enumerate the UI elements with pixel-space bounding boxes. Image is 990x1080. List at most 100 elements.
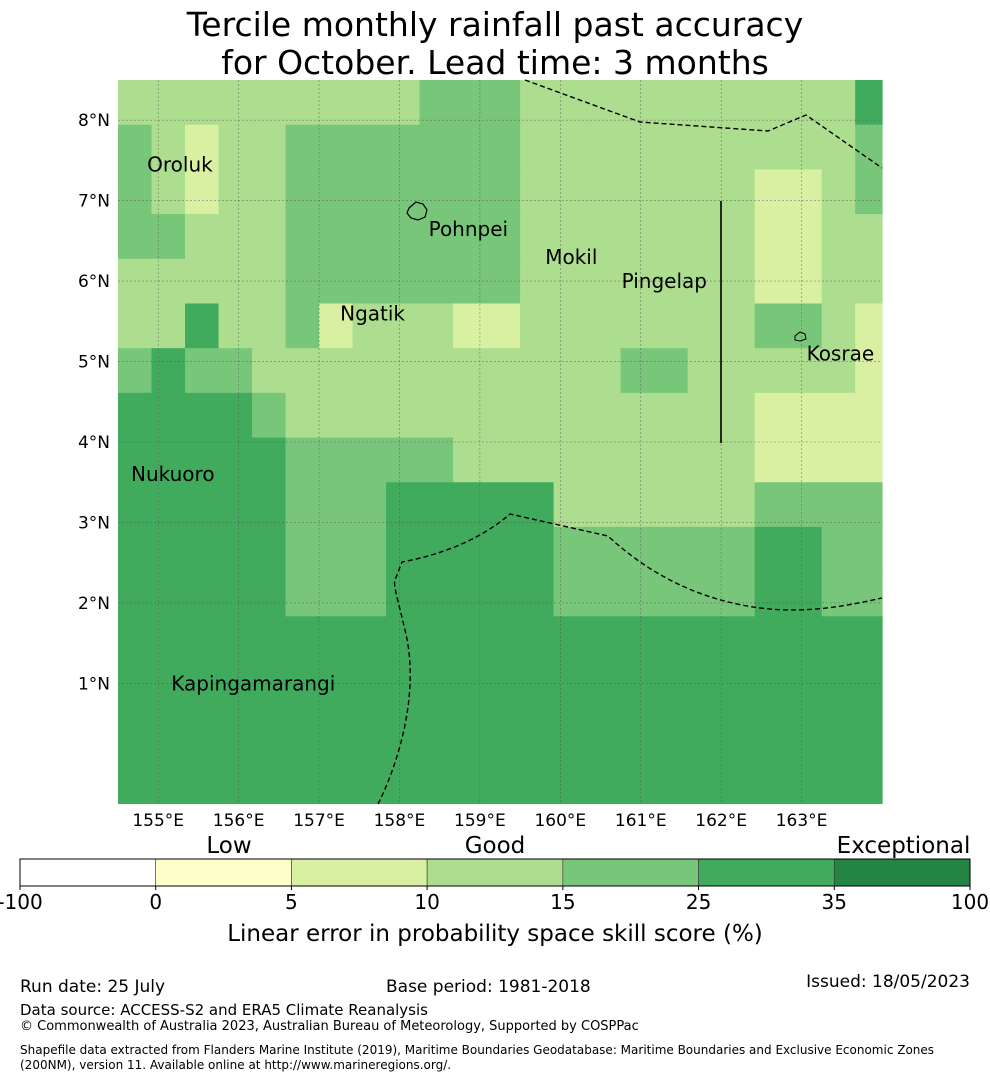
skill-cell — [587, 169, 622, 215]
skill-cell — [587, 214, 622, 260]
skill-cell — [654, 214, 689, 260]
place-labels: Oroluk Pohnpei Mokil Pingelap Ngatik Kosrae Nu… — [131, 152, 874, 695]
colorbar-bin — [155, 858, 292, 887]
skill-cell — [754, 348, 789, 394]
skill-cell — [453, 80, 488, 126]
skill-cell — [520, 392, 555, 439]
x-axis: 155°E 156°E 157°E 158°E 159°E 160°E 161°E 162°E… — [132, 811, 827, 831]
skill-grid — [118, 80, 883, 804]
skill-cell — [453, 258, 488, 305]
skill-cell — [252, 169, 287, 215]
skill-cell — [151, 616, 186, 662]
skill-cell — [687, 616, 722, 662]
skill-cell — [553, 661, 588, 804]
skill-cell — [486, 571, 521, 617]
skill-cell — [319, 392, 354, 439]
skill-cell — [687, 169, 722, 215]
skill-cell — [855, 392, 883, 439]
skill-cell — [855, 169, 883, 215]
skill-cell — [285, 303, 320, 349]
colorbar-bin — [833, 858, 971, 887]
skill-cell — [319, 526, 354, 573]
skill-cell — [620, 214, 655, 260]
skill-cell — [855, 258, 883, 305]
skill-cell — [654, 661, 689, 804]
skill-cell — [855, 80, 883, 126]
skill-cell — [587, 348, 622, 394]
skill-cell — [821, 571, 856, 617]
skill-cell — [386, 392, 421, 439]
skill-cell — [118, 303, 153, 349]
skill-cell — [721, 526, 756, 573]
skill-cell — [218, 616, 253, 662]
skill-cell — [319, 571, 354, 617]
issued-date: Issued: 18/05/2023 — [806, 972, 970, 992]
skill-cell — [352, 571, 387, 617]
skill-cell — [252, 526, 287, 573]
skill-cell — [419, 303, 454, 349]
skill-cell — [185, 258, 220, 305]
colorbar-tick-label: 100 — [951, 890, 989, 914]
colorbar-tick-label: 5 — [285, 890, 298, 914]
skill-cell — [151, 526, 186, 573]
skill-cell — [687, 124, 722, 170]
skill-cell — [553, 526, 588, 573]
skill-cell — [218, 437, 253, 483]
skill-cell — [419, 169, 454, 215]
skill-cell — [553, 482, 588, 528]
skill-cell — [118, 482, 153, 528]
skill-cell — [486, 214, 521, 260]
skill-cell — [151, 437, 186, 483]
map-title: Tercile monthly rainfall past accuracy f… — [0, 6, 990, 82]
skill-cell — [285, 482, 320, 528]
skill-cell — [486, 169, 521, 215]
skill-cell — [721, 169, 756, 215]
skill-cell — [252, 571, 287, 617]
skill-cell — [453, 437, 488, 483]
skill-cell — [654, 526, 689, 573]
skill-cell — [419, 571, 454, 617]
skill-cell — [218, 482, 253, 528]
x-tick-label: 163°E — [776, 811, 828, 831]
skill-cell — [151, 392, 186, 439]
skill-cell — [855, 661, 883, 804]
skill-cell — [587, 437, 622, 483]
skill-cell — [419, 437, 454, 483]
skill-cell — [252, 392, 287, 439]
skill-cell — [419, 80, 454, 126]
x-tick-label: 160°E — [534, 811, 586, 831]
skill-cell — [553, 214, 588, 260]
colorbar-tick-label: 35 — [822, 890, 847, 914]
y-tick-label: 3°N — [78, 513, 110, 533]
skill-cell — [587, 482, 622, 528]
skill-cell — [721, 303, 756, 349]
skill-cell — [118, 571, 153, 617]
colorbar-category-label: Good — [465, 833, 526, 859]
skill-cell — [252, 482, 287, 528]
skill-cell — [352, 303, 387, 349]
skill-cell — [118, 661, 153, 804]
skill-cell — [520, 616, 555, 662]
skill-cell — [352, 80, 387, 126]
x-tick-label: 155°E — [132, 811, 184, 831]
skill-cell — [386, 437, 421, 483]
skill-cell — [721, 80, 756, 126]
skill-cell — [419, 661, 454, 804]
skill-cell — [319, 214, 354, 260]
skill-cell — [620, 437, 655, 483]
skill-cell — [620, 80, 655, 126]
skill-cell — [821, 258, 856, 305]
skill-cell — [620, 526, 655, 573]
skill-cell — [721, 124, 756, 170]
skill-cell — [788, 80, 823, 126]
skill-cell — [352, 437, 387, 483]
skill-cell — [821, 124, 856, 170]
skill-cell — [419, 482, 454, 528]
x-tick-label: 162°E — [695, 811, 747, 831]
skill-cell — [553, 392, 588, 439]
skill-cell — [453, 169, 488, 215]
skill-cell — [185, 661, 220, 804]
colorbar-category-label: Exceptional — [837, 833, 971, 859]
skill-cell — [687, 303, 722, 349]
skill-cell — [285, 169, 320, 215]
